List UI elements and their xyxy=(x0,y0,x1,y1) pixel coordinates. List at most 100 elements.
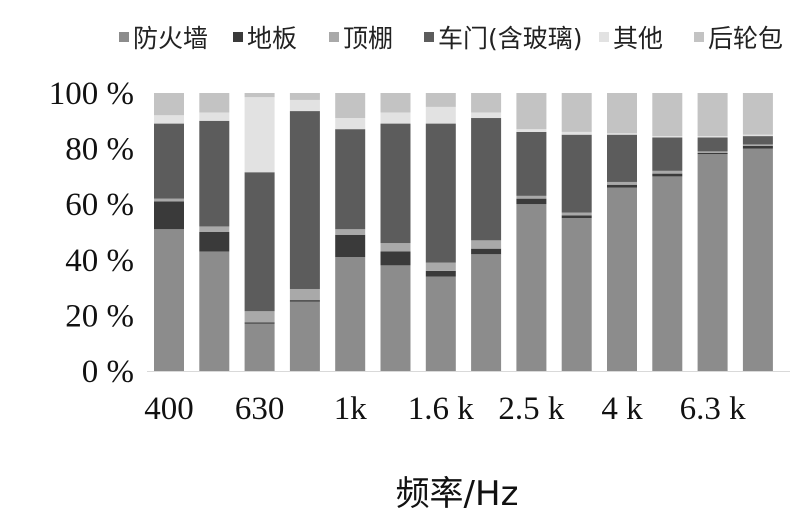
bar-segment xyxy=(244,97,275,173)
bar-segment xyxy=(516,195,547,199)
bar-segment xyxy=(471,118,502,241)
bar-segment xyxy=(652,176,683,371)
bar-segment xyxy=(199,120,230,227)
x-axis-label: 频率/Hz xyxy=(396,474,519,514)
bar-segment xyxy=(244,311,275,323)
y-axis: 0 % 20 % 40 % 60 % 80 % 100 % xyxy=(49,76,134,390)
legend-label: 顶棚 xyxy=(343,24,393,53)
bar-segment xyxy=(335,129,366,230)
bar-segment xyxy=(244,323,275,371)
bar-segment xyxy=(607,187,637,371)
x-tick-label: 6.3 k xyxy=(680,391,747,427)
bar-segment xyxy=(607,133,637,135)
bar-segment xyxy=(652,136,683,138)
bar-segment xyxy=(425,93,456,107)
legend-label: 后轮包 xyxy=(708,24,783,53)
bar-segment xyxy=(471,248,502,255)
y-tick-label: 60 % xyxy=(65,187,134,223)
bar-segment xyxy=(471,254,502,371)
bar-segment xyxy=(516,198,547,205)
bar-segment xyxy=(199,232,230,252)
bar-segment xyxy=(289,111,320,289)
y-tick-label: 0 % xyxy=(82,354,134,390)
y-tick-label: 80 % xyxy=(65,132,134,168)
bar-segment xyxy=(154,123,184,199)
bar-segment xyxy=(289,288,320,301)
bar-segment xyxy=(697,151,728,153)
bar-segment xyxy=(425,123,456,263)
bar-segment xyxy=(516,204,547,371)
bar-segment xyxy=(335,93,366,119)
bar-segment xyxy=(199,251,230,371)
bar-segment xyxy=(742,93,773,135)
bar-segment xyxy=(154,93,184,116)
bar-segment xyxy=(607,134,637,182)
bar-segment xyxy=(742,136,773,145)
bar-segment xyxy=(335,229,366,235)
bar-segment xyxy=(652,93,683,137)
bar-segment xyxy=(425,262,456,271)
bar-segment xyxy=(380,123,411,244)
bar-segment xyxy=(289,301,320,371)
bar-segment xyxy=(742,145,773,149)
bar-segment xyxy=(697,137,728,152)
x-tick-label: 4 k xyxy=(601,391,643,427)
bar-segment xyxy=(607,93,637,134)
x-axis: 400 630 1k 1.6 k 2.5 k 4 k 6.3 k xyxy=(144,371,790,427)
legend-swatch xyxy=(694,32,704,42)
bar-segment xyxy=(742,148,773,371)
legend-swatch xyxy=(424,32,434,42)
bar-segment xyxy=(561,215,592,219)
bar-segment xyxy=(607,181,637,185)
y-tick-label: 40 % xyxy=(65,243,134,279)
x-tick-label: 1k xyxy=(334,391,368,427)
bar-segment xyxy=(199,93,230,113)
y-tick-label: 100 % xyxy=(49,76,134,112)
bar-segment xyxy=(516,129,547,132)
bar-segment xyxy=(742,134,773,137)
x-tick-label: 1.6 k xyxy=(408,391,475,427)
bar-segment xyxy=(561,134,592,213)
bar-segment xyxy=(697,154,728,371)
bar-segment xyxy=(652,137,683,171)
bar-segment xyxy=(335,257,366,371)
bar-segment xyxy=(697,152,728,155)
bars xyxy=(154,93,773,371)
bar-segment xyxy=(154,198,184,202)
bar-segment xyxy=(154,115,184,124)
bar-segment xyxy=(289,99,320,112)
bar-segment xyxy=(561,131,592,135)
x-tick-label: 630 xyxy=(235,391,285,427)
bar-segment xyxy=(154,229,184,371)
bar-segment xyxy=(380,251,411,266)
bar-segment xyxy=(289,93,320,100)
bar-segment xyxy=(335,234,366,258)
x-tick-label: 2.5 k xyxy=(498,391,565,427)
bar-segment xyxy=(380,243,411,252)
bar-segment xyxy=(652,170,683,174)
x-tick-label: 400 xyxy=(144,391,194,427)
legend-swatch xyxy=(599,32,609,42)
legend-swatch xyxy=(329,32,339,42)
bar-segment xyxy=(244,93,275,98)
legend-label: 车门(含玻璃) xyxy=(438,24,583,53)
bar-segment xyxy=(742,144,773,146)
bar-segment xyxy=(199,226,230,232)
legend-label: 防火墙 xyxy=(133,24,208,53)
bar-segment xyxy=(697,93,728,137)
bar-segment xyxy=(199,112,230,121)
bar-segment xyxy=(335,118,366,130)
bar-segment xyxy=(380,265,411,371)
y-tick-label: 20 % xyxy=(65,298,134,334)
bar-segment xyxy=(289,300,320,302)
bar-segment xyxy=(244,172,275,312)
legend-swatch xyxy=(119,32,129,42)
bar-segment xyxy=(607,184,637,188)
bar-segment xyxy=(516,131,547,196)
bar-segment xyxy=(471,240,502,249)
bar-segment xyxy=(652,173,683,177)
bar-segment xyxy=(697,136,728,138)
bar-segment xyxy=(471,93,502,113)
legend-label: 其他 xyxy=(613,24,663,53)
bar-segment xyxy=(561,93,592,132)
